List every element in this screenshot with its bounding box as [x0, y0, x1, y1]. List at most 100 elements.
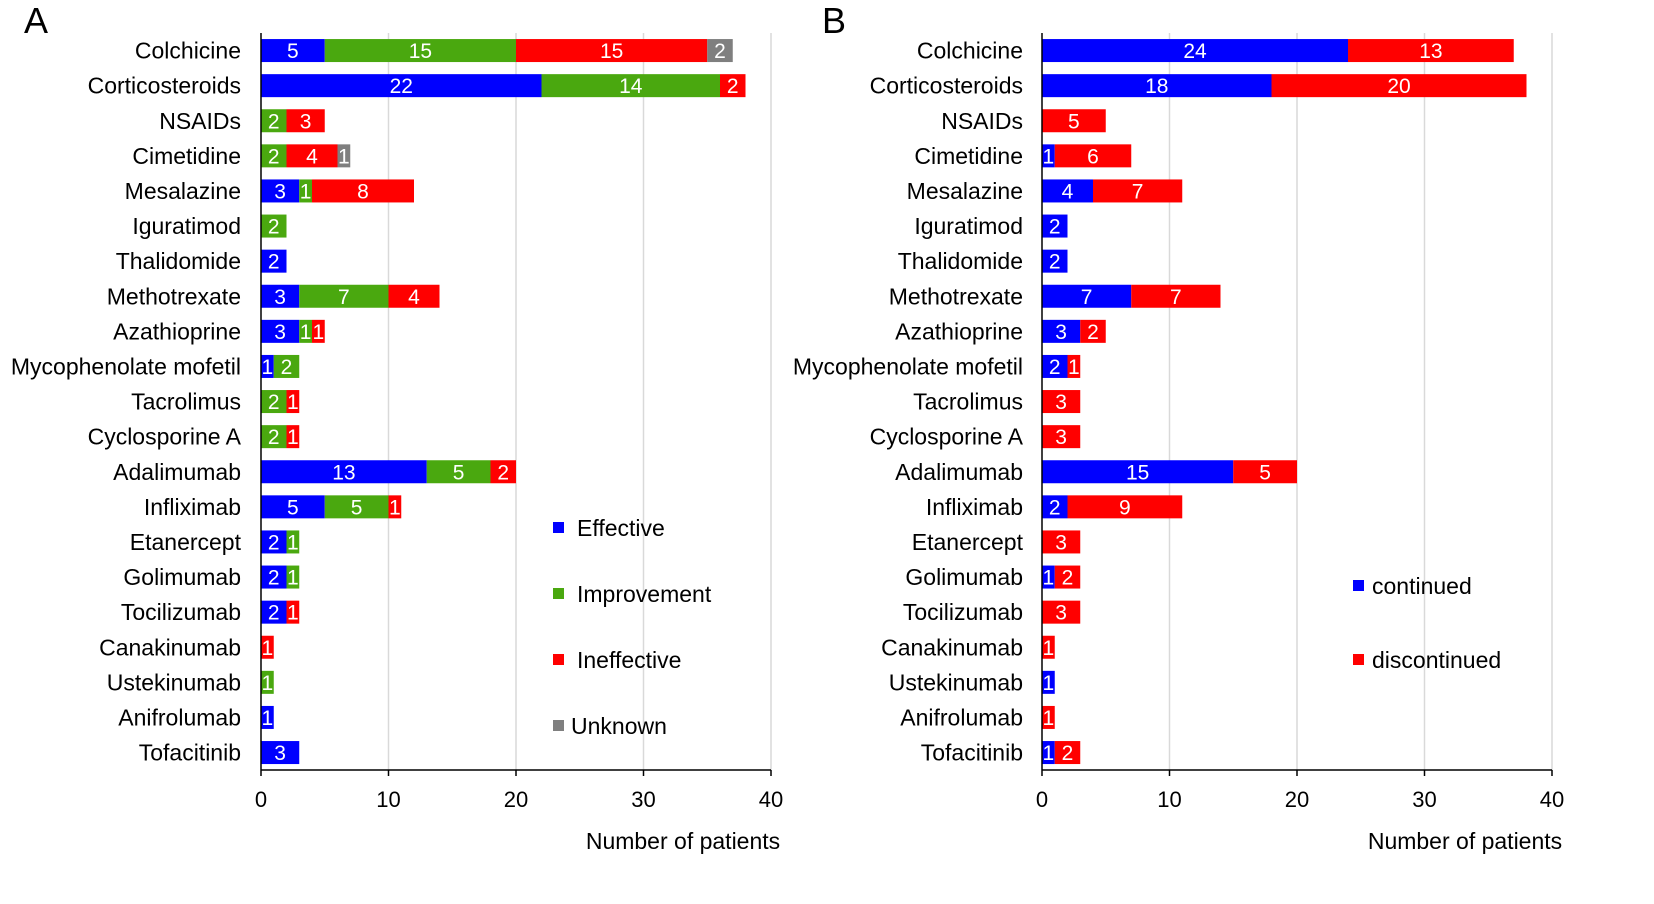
panel-a-bar-thalidomide-effective	[261, 249, 287, 273]
panel-b-bar-nsaids-discontinued	[1042, 109, 1106, 133]
panel-a-bar-cimetidine-improvement	[261, 144, 287, 168]
panel-b-category-label-mesalazine: Mesalazine	[907, 178, 1023, 204]
panel-a-bar-label-cimetidine-ineffective: 4	[306, 145, 318, 168]
panel-a-bar-infliximab-ineffective	[388, 495, 402, 519]
panel-a-x-tick-label-20: 20	[504, 787, 528, 812]
panel-a-bar-label-infliximab-improvement: 5	[351, 496, 363, 519]
panel-a-bar-label-canakinumab-ineffective: 1	[262, 637, 274, 660]
panel-a-bar-label-tacrolimus-ineffective: 1	[287, 391, 299, 414]
panel-a-bar-label-adalimumab-effective: 13	[332, 461, 355, 484]
panel-b-bar-label-infliximab-discontinued: 9	[1119, 496, 1131, 519]
panel-a-bar-colchicine-unknown	[707, 39, 733, 63]
panel-a-bar-mesalazine-ineffective	[312, 179, 414, 203]
panel-a-bar-label-nsaids-improvement: 2	[268, 110, 280, 133]
panel-b-bar-label-cyclosporine-a-discontinued: 3	[1055, 426, 1067, 449]
panel-a-bar-label-methotrexate-effective: 3	[274, 286, 286, 309]
panel-a-legend-swatch-improvement	[553, 588, 564, 599]
panel-a-bar-label-mesalazine-ineffective: 8	[357, 180, 369, 203]
panel-b-bar-corticosteroids-discontinued	[1271, 74, 1527, 98]
panel-b-category-label-cyclosporine-a: Cyclosporine A	[870, 424, 1024, 450]
panel-b-legend-label-continued: continued	[1372, 573, 1472, 599]
panel-a-bar-label-cyclosporine-a-improvement: 2	[268, 426, 280, 449]
panel-b-bar-label-tocilizumab-discontinued: 3	[1055, 602, 1067, 625]
panel-b-bar-label-iguratimod-continued: 2	[1049, 216, 1061, 239]
panel-b-bar-corticosteroids-continued	[1042, 74, 1272, 98]
panel-a-bar-adalimumab-effective	[261, 460, 427, 484]
panel-a-bar-label-mesalazine-effective: 3	[274, 180, 286, 203]
panel-a-bar-label-infliximab-effective: 5	[287, 496, 299, 519]
panel-a-bar-etanercept-improvement	[286, 530, 300, 554]
panel-a-legend-label-improvement: Improvement	[577, 581, 712, 607]
panel-a-category-label-cimetidine: Cimetidine	[132, 143, 241, 169]
panel-b-bar-label-mesalazine-continued: 4	[1062, 180, 1074, 203]
panel-b-bar-label-golimumab-continued: 1	[1043, 567, 1055, 590]
panel-b-bar-golimumab-discontinued	[1054, 565, 1081, 589]
panel-b-bar-anifrolumab-discontinued	[1042, 705, 1055, 729]
panel-b-category-label-infliximab: Infliximab	[926, 494, 1023, 520]
panel-b-bar-label-adalimumab-continued: 15	[1126, 461, 1149, 484]
panel-b-bar-label-infliximab-continued: 2	[1049, 496, 1061, 519]
panel-a-bar-label-etanercept-improvement: 1	[287, 531, 299, 554]
panel-a-legend-label-ineffective: Ineffective	[577, 647, 681, 673]
panel-a-x-tick-label-30: 30	[631, 787, 655, 812]
panel-a-x-tick-label-0: 0	[255, 787, 267, 812]
panel-b-category-label-tofacitinib: Tofacitinib	[921, 740, 1023, 766]
panel-a-bar-anifrolumab-effective	[261, 705, 274, 729]
panel-b-bar-golimumab-continued	[1042, 565, 1055, 589]
panel-a-category-label-mesalazine: Mesalazine	[125, 178, 241, 204]
panel-b-bar-colchicine-continued	[1042, 39, 1348, 63]
panel-b-bar-infliximab-discontinued	[1067, 495, 1183, 519]
panel-a-category-label-golimumab: Golimumab	[123, 564, 241, 590]
panel-a-bar-label-tacrolimus-improvement: 2	[268, 391, 280, 414]
panel-a-bar-cimetidine-unknown	[337, 144, 351, 168]
panel-b-bar-label-corticosteroids-discontinued: 20	[1387, 75, 1410, 98]
panel-a-bar-label-colchicine-effective: 5	[287, 40, 299, 63]
panel-a-category-label-tofacitinib: Tofacitinib	[139, 740, 241, 766]
panel-a-bar-label-mesalazine-improvement: 1	[300, 180, 312, 203]
panel-b-bar-mesalazine-discontinued	[1093, 179, 1183, 203]
panel-b-bar-label-nsaids-discontinued: 5	[1068, 110, 1080, 133]
panel-b-bar-tocilizumab-discontinued	[1042, 600, 1081, 624]
panel-b-bar-mycophenolate-mofetil-continued	[1042, 354, 1068, 378]
panel-a-bar-tofacitinib-effective	[261, 741, 300, 765]
panel-a-bar-mycophenolate-mofetil-improvement	[273, 354, 300, 378]
panel-a-legend-label-effective: Effective	[577, 515, 665, 541]
panel-a-bar-iguratimod-improvement	[261, 214, 287, 238]
panel-a-category-label-thalidomide: Thalidomide	[116, 248, 241, 274]
panel-b-bar-label-tofacitinib-continued: 1	[1043, 742, 1055, 765]
panel-a-x-axis-title: Number of patients	[586, 828, 780, 854]
panel-a-bar-label-golimumab-effective: 2	[268, 567, 280, 590]
panel-a-bar-label-cyclosporine-a-ineffective: 1	[287, 426, 299, 449]
panel-b-bar-label-canakinumab-discontinued: 1	[1043, 637, 1055, 660]
panel-b-bar-label-etanercept-discontinued: 3	[1055, 531, 1067, 554]
panel-a-bar-label-methotrexate-ineffective: 4	[408, 286, 420, 309]
panel-a-bar-azathioprine-ineffective	[312, 319, 325, 343]
panel-b-bar-tofacitinib-continued	[1042, 741, 1055, 765]
panel-b-x-tick-label-30: 30	[1412, 787, 1436, 812]
panel-a-category-label-canakinumab: Canakinumab	[99, 634, 241, 660]
panel-a-bar-label-methotrexate-improvement: 7	[338, 286, 350, 309]
panel-b-bar-cyclosporine-a-discontinued	[1042, 425, 1081, 449]
panel-b-bar-canakinumab-discontinued	[1042, 635, 1055, 659]
panel-a-bar-label-colchicine-unknown: 2	[714, 40, 726, 63]
panel-a-bar-mesalazine-effective	[261, 179, 300, 203]
panel-a-category-label-infliximab: Infliximab	[144, 494, 241, 520]
panel-b-bar-label-colchicine-continued: 24	[1183, 40, 1207, 63]
panel-a-bar-infliximab-improvement	[324, 495, 389, 519]
panel-b-bar-ustekinumab-continued	[1042, 670, 1055, 694]
panel-b-category-label-golimumab: Golimumab	[905, 564, 1023, 590]
panel-a-bar-canakinumab-ineffective	[261, 635, 274, 659]
panel-a-bar-label-etanercept-effective: 2	[268, 531, 280, 554]
panel-b-bar-iguratimod-continued	[1042, 214, 1068, 238]
panel-a-letter: A	[24, 0, 48, 41]
panel-a-category-label-colchicine: Colchicine	[135, 38, 241, 64]
panel-b-category-label-canakinumab: Canakinumab	[881, 634, 1023, 660]
panel-a-category-label-methotrexate: Methotrexate	[107, 283, 241, 309]
panel-b-bar-label-mycophenolate-mofetil-continued: 2	[1049, 356, 1061, 379]
panel-a-bar-tacrolimus-improvement	[261, 390, 287, 414]
panel-b-category-label-methotrexate: Methotrexate	[889, 283, 1023, 309]
panel-a-bar-label-ustekinumab-improvement: 1	[262, 672, 274, 695]
panel-b-bar-label-ustekinumab-continued: 1	[1043, 672, 1055, 695]
panel-a-category-label-anifrolumab: Anifrolumab	[118, 704, 241, 730]
panel-b-bar-label-cimetidine-discontinued: 6	[1087, 145, 1099, 168]
